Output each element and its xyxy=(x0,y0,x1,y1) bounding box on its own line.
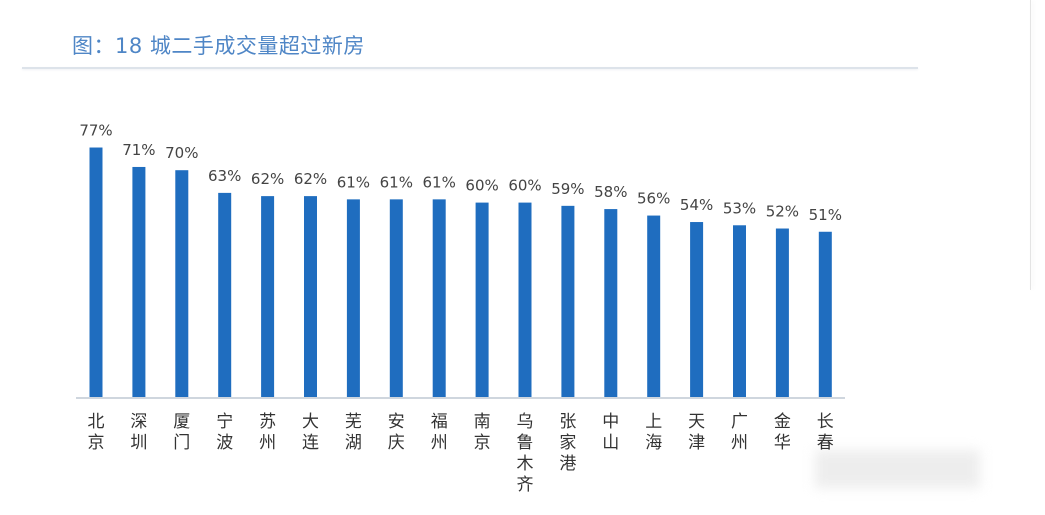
category-label: 深圳 xyxy=(130,412,147,453)
panel-edge xyxy=(1030,0,1031,290)
data-label: 61% xyxy=(337,173,370,191)
data-label: 52% xyxy=(766,203,799,221)
data-label: 62% xyxy=(294,170,327,188)
category-label: 大连 xyxy=(302,412,319,453)
blurred-watermark xyxy=(815,450,980,488)
data-label: 60% xyxy=(508,177,541,195)
bar xyxy=(89,147,103,397)
category-label: 安庆 xyxy=(388,412,405,453)
bar xyxy=(432,199,446,397)
category-label: 上海 xyxy=(645,412,662,453)
category-label: 苏州 xyxy=(259,412,276,453)
bar xyxy=(389,199,403,397)
data-label: 60% xyxy=(465,177,498,195)
bar xyxy=(218,192,232,397)
bar xyxy=(647,215,661,397)
category-label: 中山 xyxy=(602,412,619,453)
data-label: 77% xyxy=(79,122,112,140)
bar xyxy=(132,166,146,397)
bar xyxy=(561,205,575,397)
data-label: 58% xyxy=(594,183,627,201)
bar xyxy=(175,170,189,397)
title-divider xyxy=(22,67,918,69)
data-label: 53% xyxy=(723,199,756,217)
category-label: 乌鲁木齐 xyxy=(517,412,534,495)
data-label: 62% xyxy=(251,170,284,188)
bar xyxy=(818,231,832,397)
bar xyxy=(604,209,618,397)
data-label: 61% xyxy=(380,173,413,191)
category-label: 宁波 xyxy=(216,412,233,453)
data-label: 70% xyxy=(165,144,198,162)
bar xyxy=(775,228,789,397)
data-label: 59% xyxy=(551,180,584,198)
bar xyxy=(304,196,317,397)
data-label: 56% xyxy=(637,190,670,208)
category-label: 北京 xyxy=(88,412,105,453)
bar xyxy=(475,202,489,397)
bar xyxy=(518,202,532,397)
category-label: 天津 xyxy=(688,412,705,453)
category-label: 厦门 xyxy=(173,412,190,453)
category-label: 长春 xyxy=(817,412,834,453)
category-label: 福州 xyxy=(431,412,448,453)
category-label: 广州 xyxy=(731,412,748,453)
category-label: 芜湖 xyxy=(345,412,362,453)
data-label: 63% xyxy=(208,167,241,185)
bar xyxy=(690,222,704,397)
data-label: 54% xyxy=(680,196,713,214)
data-label: 71% xyxy=(122,141,155,159)
bar xyxy=(346,199,360,397)
bar xyxy=(261,196,275,397)
category-label: 金华 xyxy=(774,412,791,453)
category-label: 张家港 xyxy=(559,412,576,474)
bar xyxy=(733,225,746,397)
category-label: 南京 xyxy=(474,412,491,453)
chart-title: 图：18 城二手成交量超过新房 xyxy=(72,34,365,58)
data-label: 61% xyxy=(423,173,456,191)
data-label: 51% xyxy=(809,206,842,224)
